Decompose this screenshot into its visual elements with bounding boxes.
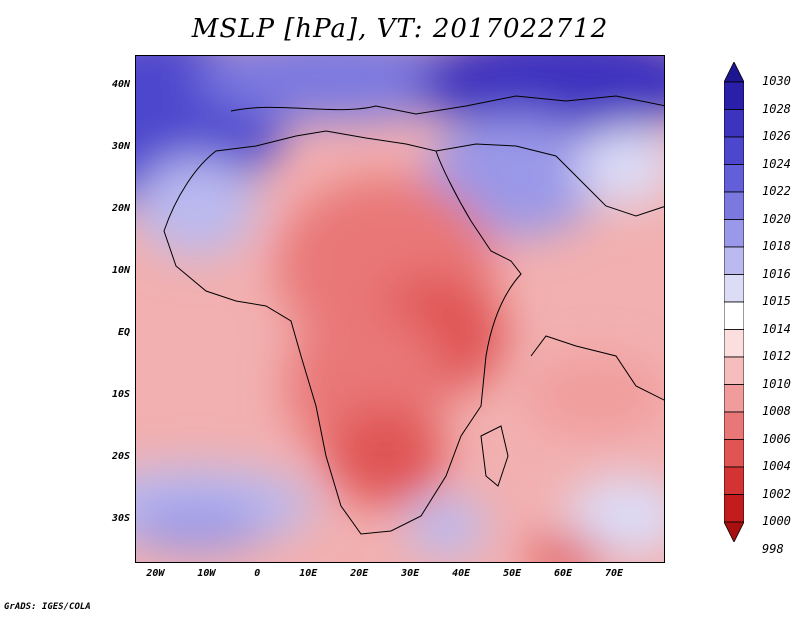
colorbar-segment <box>724 411 744 440</box>
colorbar-level-label: 1006 <box>762 431 791 446</box>
pressure-field <box>136 56 664 562</box>
y-tick-label: 40N <box>111 78 130 90</box>
x-tick-label: 60E <box>554 568 573 579</box>
colorbar-segment <box>724 466 744 495</box>
x-tick-label: 20E <box>350 568 369 579</box>
y-tick-label: 20S <box>111 450 130 462</box>
colorbar <box>724 62 744 542</box>
colorbar-level-label: 998 <box>762 541 784 556</box>
colorbar-segment <box>724 136 744 165</box>
colorbar-level-label: 1008 <box>762 404 791 418</box>
colorbar-level-label: 1004 <box>762 459 791 473</box>
colorbar-level-label: 1018 <box>762 239 791 253</box>
x-tick-label: 40E <box>452 568 471 579</box>
colorbar-segment <box>724 494 744 523</box>
colorbar-level-label: 1016 <box>762 266 791 281</box>
y-tick-label: EQ <box>117 326 130 338</box>
colorbar-level-label: 1012 <box>762 349 791 363</box>
x-tick-label: 70E <box>605 568 624 579</box>
colorbar-segment <box>724 329 744 358</box>
colorbar-level-label: 1030 <box>762 74 791 88</box>
colorbar-level-label: 1014 <box>762 321 791 336</box>
y-tick-label: 10S <box>111 388 130 400</box>
colorbar-segment <box>724 246 744 275</box>
colorbar-level-label: 1020 <box>762 211 791 226</box>
colorbar-segment <box>724 191 744 220</box>
colorbar-segment <box>724 81 744 110</box>
colorbar-segment <box>724 164 744 193</box>
x-tick-label: 30E <box>401 568 420 579</box>
x-tick-label: 10E <box>299 568 318 579</box>
coastlines <box>163 95 664 535</box>
colorbar-segment <box>724 384 744 413</box>
colorbar-level-label: 1002 <box>762 486 791 501</box>
colorbar-segment <box>724 219 744 248</box>
colorbar-segment <box>724 274 744 303</box>
x-tick-label: 0 <box>254 568 261 579</box>
pressure-map <box>135 55 665 563</box>
x-tick-label: 50E <box>503 568 522 579</box>
colorbar-segment <box>724 356 744 385</box>
y-tick-label: 20N <box>111 202 130 214</box>
colorbar-level-label: 1024 <box>762 156 791 171</box>
footer-credit: GrADS: IGES/COLA <box>4 602 91 612</box>
colorbar-level-label: 1010 <box>762 376 791 391</box>
x-tick-label: 10W <box>197 568 216 579</box>
colorbar-level-label: 1015 <box>762 294 791 308</box>
colorbar-segment <box>724 439 744 468</box>
colorbar-level-label: 1028 <box>762 101 791 116</box>
colorbar-min-arrow <box>724 521 744 542</box>
y-tick-label: 30S <box>111 512 130 524</box>
x-tick-label: 20W <box>146 568 165 579</box>
colorbar-level-label: 1000 <box>762 514 791 528</box>
colorbar-level-label: 1022 <box>762 184 791 198</box>
y-tick-label: 10N <box>111 264 130 276</box>
colorbar-segment <box>724 301 744 330</box>
map-title: MSLP [hPa], VT: 2017022712 <box>191 14 609 44</box>
colorbar-max-arrow <box>724 62 744 83</box>
colorbar-segment <box>724 109 744 138</box>
colorbar-level-label: 1026 <box>762 129 791 143</box>
y-tick-label: 30N <box>111 140 130 152</box>
